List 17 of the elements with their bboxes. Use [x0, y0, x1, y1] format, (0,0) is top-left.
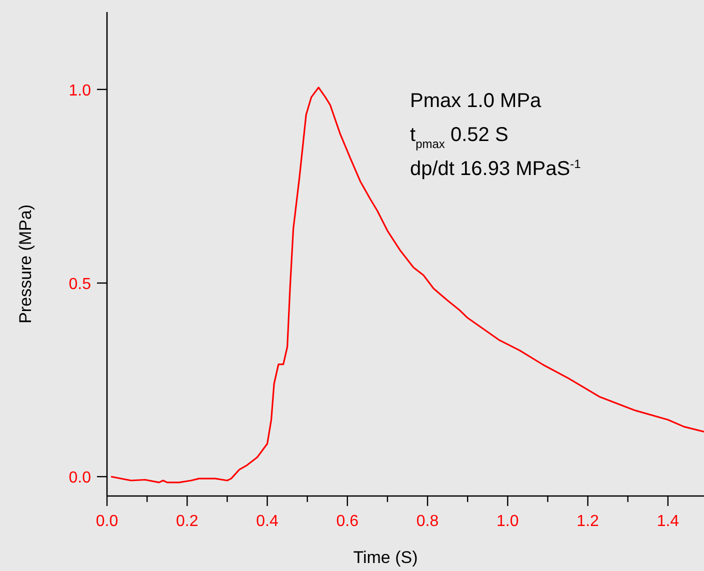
annotation: Pmax 1.0 MPa [410, 90, 542, 112]
x-tick-label: 0.6 [336, 513, 359, 530]
y-tick-label: 1.0 [68, 82, 92, 100]
x-tick-label: 0.0 [96, 513, 118, 530]
x-tick-label: 0.4 [256, 513, 278, 530]
line-series [110, 86, 704, 484]
y-axis-title: Pressure (MPa) [16, 204, 35, 324]
x-tick-label: 1.0 [496, 513, 519, 530]
x-tick-label: 1.2 [576, 513, 600, 530]
annotation: dp/dt 16.93 MPaS$^{-1}$ [410, 157, 582, 180]
x-tick-label: 0.2 [176, 513, 198, 530]
x-tick-label: 0.8 [416, 513, 439, 530]
annotation: t$_{pmax}$ 0.52 S [410, 124, 508, 151]
x-tick-label: 1.4 [656, 513, 680, 530]
x-axis-title: Time (S) [353, 548, 418, 567]
y-tick-label: 0.0 [68, 470, 92, 487]
y-tick-label: 0.5 [68, 276, 92, 294]
